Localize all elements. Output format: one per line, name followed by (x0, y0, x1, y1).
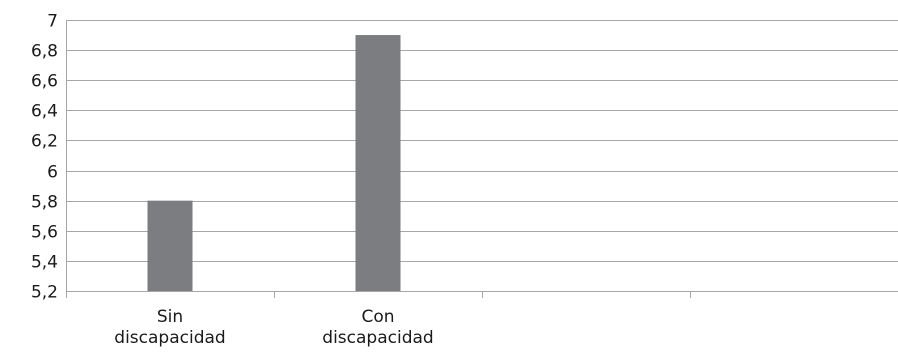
y-tick-label: 5,6 (31, 223, 58, 243)
x-category-label: discapacidad (114, 328, 225, 348)
y-tick-label: 6,8 (31, 42, 58, 62)
bar-0 (147, 200, 193, 291)
y-tick-label: 7 (47, 12, 58, 32)
axes (66, 20, 898, 298)
y-tick-label: 6,2 (31, 132, 58, 152)
x-category-label: Sin (157, 307, 183, 327)
x-category-label: discapacidad (322, 328, 433, 348)
y-tick-label: 5,4 (31, 253, 58, 273)
x-category-label: Con (361, 307, 394, 327)
y-tick-label: 6 (47, 163, 58, 183)
y-tick-label: 5,8 (31, 193, 58, 213)
bar-1 (355, 35, 401, 291)
gridlines (66, 20, 898, 262)
y-tick-label: 5,2 (31, 283, 58, 303)
bars (147, 35, 401, 291)
y-tick-label: 6,4 (31, 102, 58, 122)
y-tick-label: 6,6 (31, 72, 58, 92)
y-tick-labels: 5,2 5,4 5,6 5,8 6 6,2 6,4 6,6 6,8 7 (31, 12, 58, 303)
